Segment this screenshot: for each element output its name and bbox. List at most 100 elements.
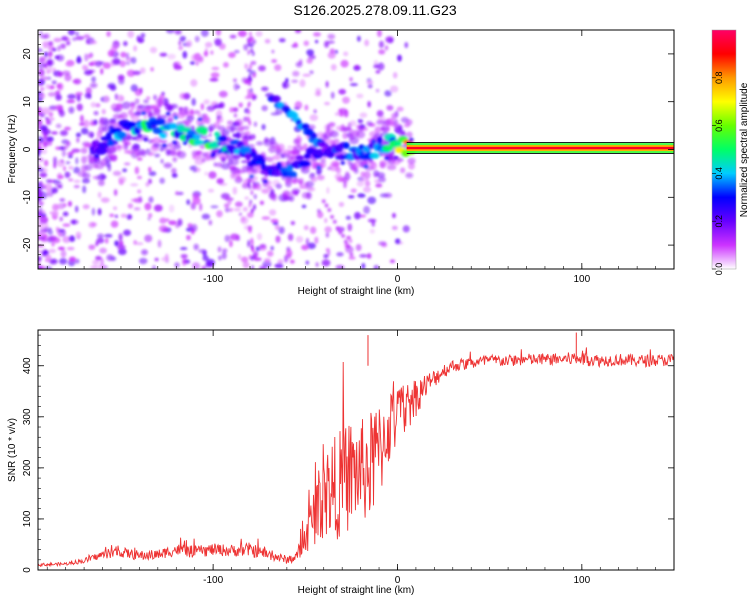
speckle	[190, 79, 198, 87]
halo	[221, 158, 226, 163]
speckle	[242, 261, 250, 269]
speckle	[327, 51, 336, 59]
speckle	[346, 235, 351, 240]
speckle	[233, 113, 238, 118]
speckle	[38, 182, 43, 191]
halo	[283, 196, 292, 201]
speckle	[402, 225, 410, 233]
speckle	[38, 141, 42, 149]
halo	[230, 157, 240, 166]
speckle	[175, 190, 179, 196]
speckle	[234, 50, 240, 54]
halo	[386, 164, 397, 171]
trail-blob	[346, 244, 351, 249]
speckle	[87, 69, 96, 74]
spectrogram-y-axis-label: Frequency (Hz)	[7, 115, 18, 184]
speckle	[65, 61, 74, 67]
speckle	[82, 185, 87, 194]
halo	[176, 151, 187, 159]
speckle	[113, 189, 118, 196]
speckle	[190, 61, 195, 65]
speckle	[67, 93, 77, 100]
speckle	[91, 76, 97, 83]
speckle	[217, 246, 222, 253]
trail-blob	[321, 199, 326, 204]
ridge-blob	[143, 137, 149, 142]
speckle	[366, 80, 374, 85]
speckle	[167, 53, 176, 60]
speckle	[57, 175, 64, 180]
halo	[121, 101, 131, 110]
halo	[186, 115, 195, 121]
speckle	[149, 46, 158, 54]
speckle	[404, 41, 409, 49]
speckle	[233, 83, 239, 91]
speckle	[51, 242, 55, 247]
ridge-blob	[256, 161, 262, 166]
snr-frame	[37, 329, 675, 571]
speckle	[191, 262, 201, 269]
ridge-blob	[107, 139, 116, 147]
colorbar-tick-label: 0.8	[714, 72, 724, 85]
snr-x-ticks: -100 0 100	[46, 330, 675, 586]
speckle	[213, 162, 217, 167]
speckle	[139, 67, 146, 74]
speckle	[58, 109, 65, 117]
halo	[247, 170, 253, 176]
speckle	[44, 183, 53, 192]
speckle	[57, 71, 64, 78]
speckle	[39, 34, 48, 39]
halo	[263, 175, 268, 181]
speckle	[146, 96, 151, 101]
speckle	[41, 107, 51, 115]
speckle	[177, 218, 183, 227]
speckle	[164, 253, 169, 260]
speckle	[38, 124, 42, 130]
speckle	[270, 245, 274, 251]
speckle	[163, 162, 173, 169]
ridge-blob	[276, 162, 283, 171]
x-tick-label: 0	[395, 274, 401, 285]
speckle	[232, 107, 239, 113]
speckle	[123, 229, 132, 236]
ridge-blob	[159, 132, 167, 139]
speckle	[47, 188, 51, 196]
speckle	[250, 48, 254, 54]
speckle	[357, 35, 361, 42]
speckle	[130, 183, 139, 187]
branch-blob	[310, 132, 318, 140]
spectrogram-x-axis-label: Height of straight line (km)	[298, 286, 415, 297]
speckle	[324, 101, 330, 106]
speckle	[53, 156, 57, 165]
branch-blob	[295, 119, 302, 126]
speckle	[270, 112, 280, 116]
speckle	[180, 253, 188, 259]
speckle	[334, 49, 338, 54]
ridge-blob	[408, 137, 414, 142]
speckle	[244, 196, 249, 200]
speckle	[75, 132, 82, 138]
colorbar-tick-label: 0.0	[714, 263, 724, 276]
halo	[267, 185, 273, 190]
speckle	[340, 59, 349, 68]
speckle	[199, 203, 203, 211]
speckle	[75, 258, 80, 264]
speckle	[395, 238, 401, 245]
speckle	[148, 171, 157, 177]
speckle	[40, 148, 48, 155]
halo	[172, 156, 178, 163]
speckle	[106, 254, 114, 261]
speckle	[241, 256, 249, 263]
speckle	[313, 32, 321, 37]
speckle	[150, 67, 154, 72]
speckle	[89, 82, 98, 89]
speckle	[253, 121, 257, 127]
speckle	[251, 92, 255, 98]
speckle	[246, 68, 252, 73]
speckle	[47, 92, 57, 97]
ridge-blob	[201, 128, 208, 136]
speckle	[192, 196, 201, 205]
halo	[291, 179, 297, 184]
speckle	[229, 207, 233, 212]
speckle	[211, 66, 220, 71]
